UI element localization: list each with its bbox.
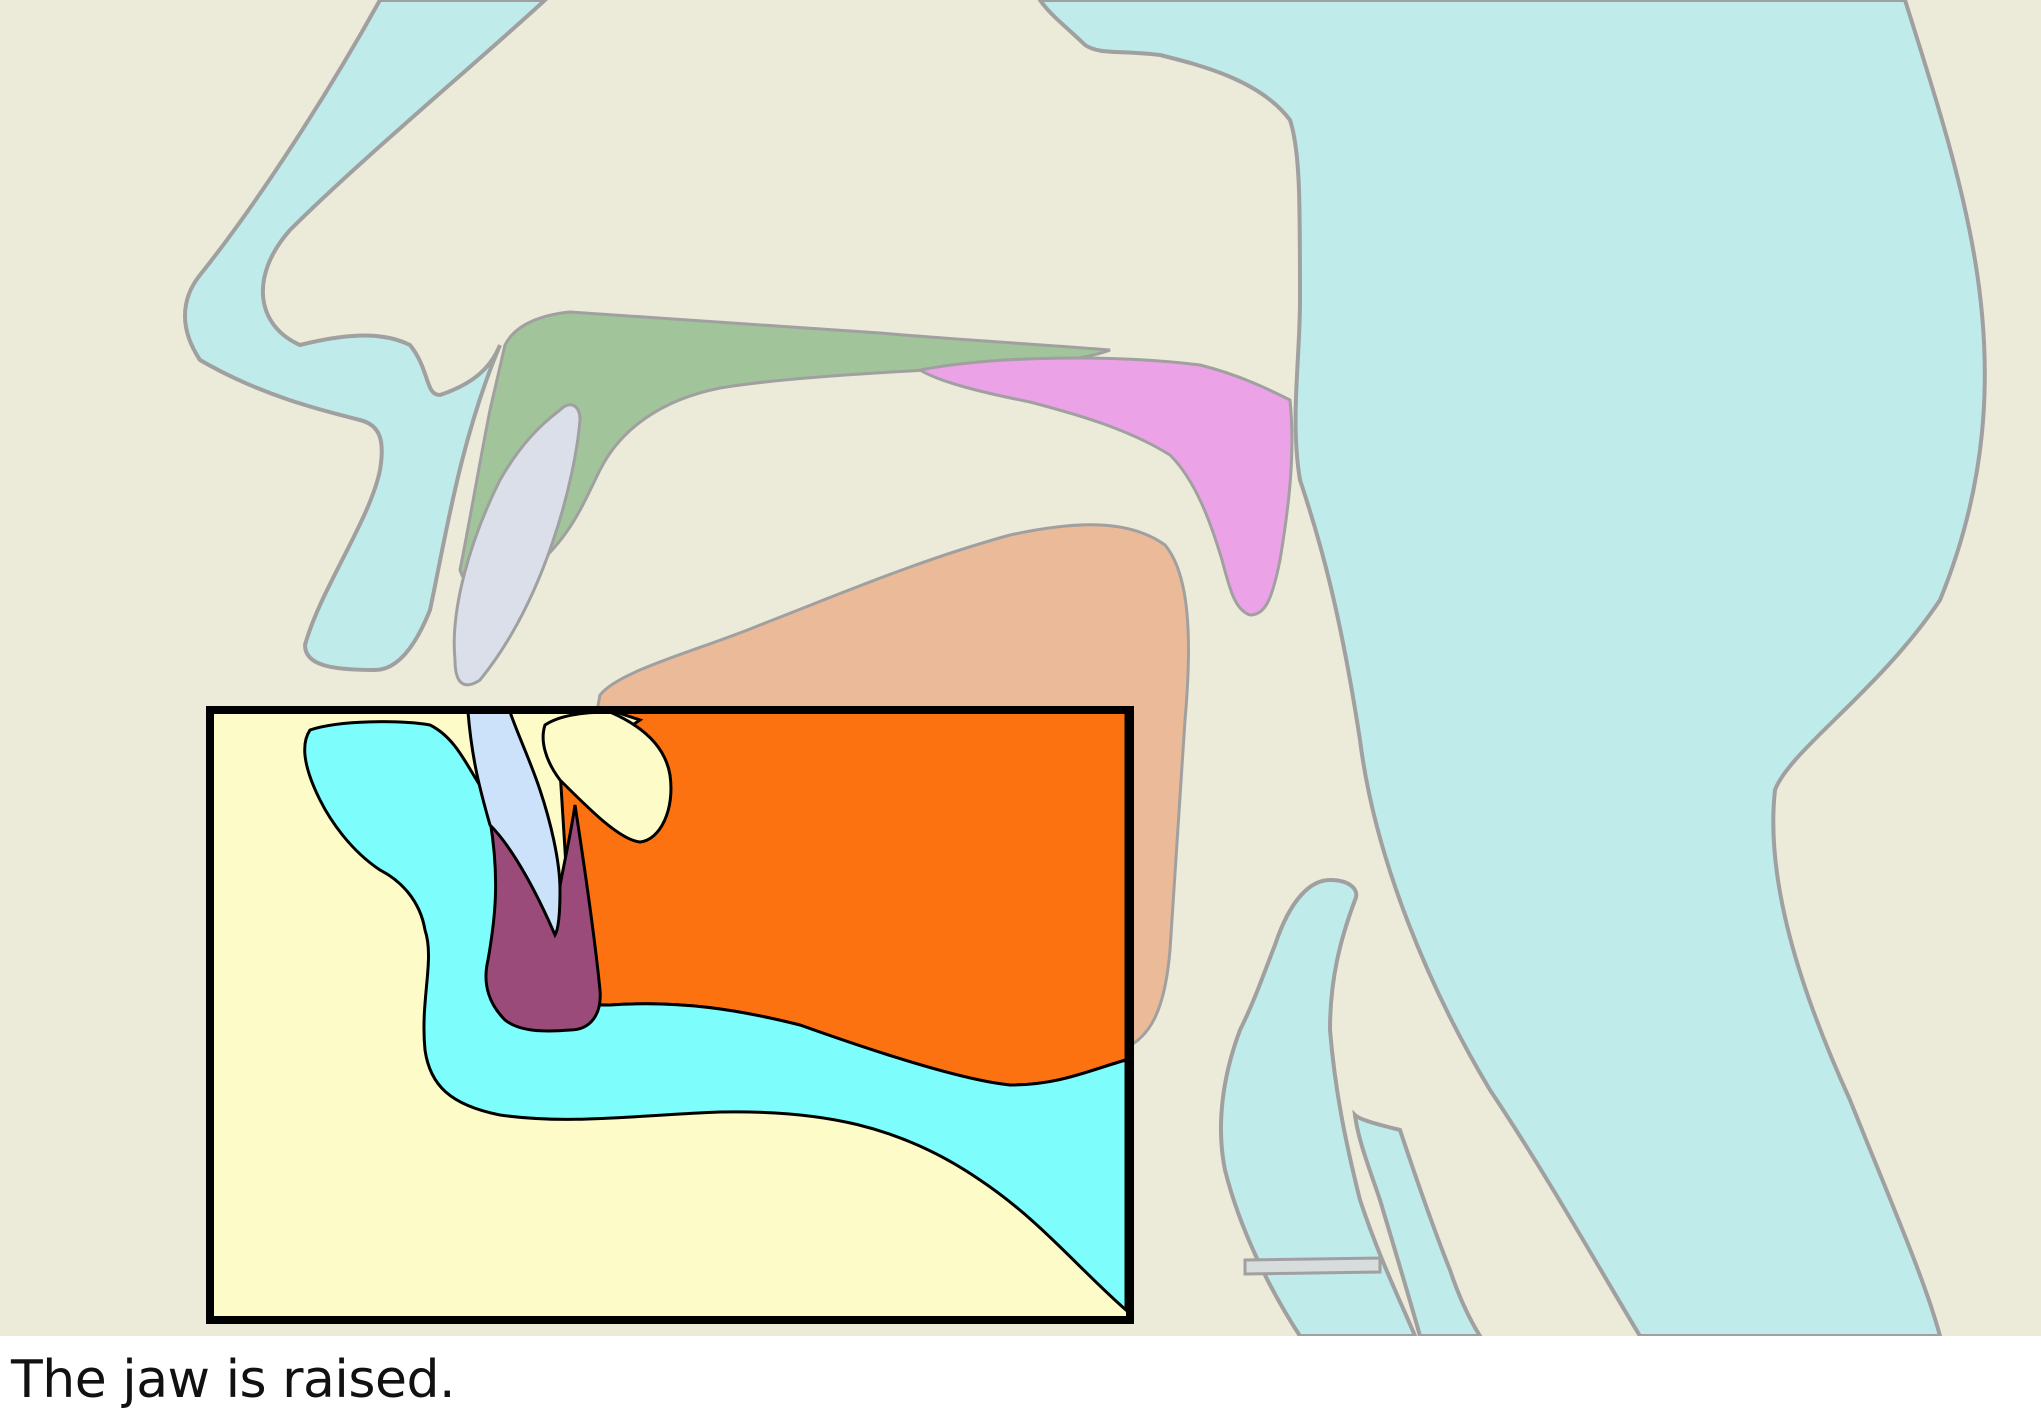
vocal-tract-svg: [0, 0, 2041, 1336]
vocal-tract-diagram: [0, 0, 2041, 1336]
soft-palate: [915, 356, 1294, 617]
highlight-box-border: [206, 706, 1134, 1324]
nose-and-upper-lip: [183, 0, 548, 673]
highlight-upper-lip-tip: [541, 710, 673, 844]
vocal-fold-bar: [1243, 1256, 1382, 1276]
epiglottis: [1219, 877, 1418, 1336]
highlight-lower-tooth: [466, 710, 562, 939]
highlight-box: [206, 706, 1134, 1324]
pharynx-and-neck: [1037, 0, 1987, 1336]
upper-incisor: [452, 403, 582, 687]
vocal-folds: [1352, 1109, 1483, 1336]
caption: The jaw is raised.: [11, 1350, 456, 1410]
